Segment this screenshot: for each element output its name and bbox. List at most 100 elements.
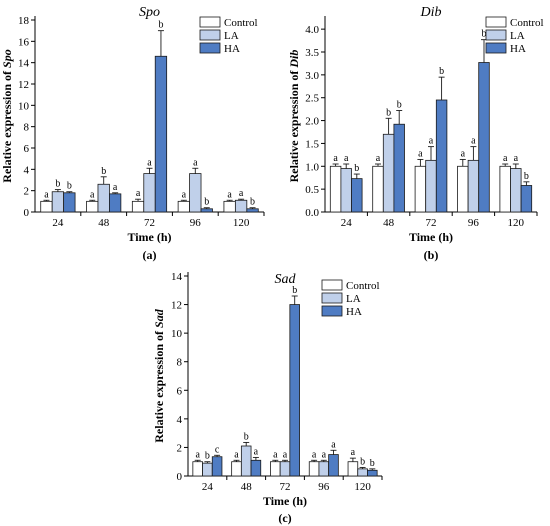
significance-label: b <box>397 100 402 111</box>
significance-label: a <box>514 153 519 164</box>
bar-control <box>329 165 342 213</box>
x-tick-label: 96 <box>190 217 202 229</box>
bar-ha <box>351 178 363 213</box>
bar-control <box>414 165 427 213</box>
significance-label: b <box>482 29 487 40</box>
significance-label: a <box>227 189 232 200</box>
bar-la <box>202 462 213 477</box>
legend-swatch-control <box>321 279 343 291</box>
y-tick-label: 2 <box>177 442 183 454</box>
y-tick-label: 6 <box>177 385 183 397</box>
x-tick-label: 96 <box>468 217 480 229</box>
significance-label: c <box>215 444 220 455</box>
x-tick-label: 72 <box>280 481 291 493</box>
bar-ha <box>246 208 259 213</box>
x-tick-label: 120 <box>233 217 250 229</box>
y-tick-label: 1.0 <box>305 161 319 173</box>
bar-la <box>279 461 291 477</box>
significance-label: b <box>439 66 444 77</box>
bar-ha <box>250 459 262 477</box>
significance-label: a <box>273 449 278 460</box>
significance-label: a <box>333 153 338 164</box>
y-tick-label: 4 <box>177 414 183 426</box>
legend-swatch-ha <box>321 305 343 317</box>
x-axis-label: Time (h) <box>409 230 453 244</box>
y-axis-label: Relative expression of Spo <box>0 49 14 182</box>
bar-control <box>457 165 469 213</box>
significance-label: a <box>136 188 141 199</box>
y-tick-label: 0.5 <box>305 184 319 196</box>
significance-label: b <box>158 20 163 31</box>
significance-label: a <box>44 189 49 200</box>
bar-control <box>192 461 203 477</box>
significance-label: b <box>250 197 255 208</box>
significance-label: a <box>90 189 95 200</box>
significance-label: b <box>55 179 60 190</box>
y-tick-label: 10 <box>18 100 30 112</box>
significance-label: a <box>147 157 152 168</box>
significance-label: a <box>182 189 187 200</box>
legend-swatch-control <box>485 16 507 28</box>
y-axis-label: Relative expression of Dib <box>287 50 301 183</box>
significance-label: a <box>234 449 239 460</box>
x-tick-label: 96 <box>318 481 330 493</box>
bar-ha <box>63 192 76 213</box>
significance-label: b <box>244 431 249 442</box>
legend-label: Control <box>346 280 380 292</box>
significance-label: b <box>360 456 365 467</box>
bar-la <box>357 468 368 477</box>
y-tick-label: 3.5 <box>305 47 319 59</box>
bar-control <box>40 200 53 213</box>
significance-label: b <box>370 458 375 469</box>
bar-la <box>143 173 156 213</box>
bar-la <box>510 168 522 213</box>
bar-ha <box>520 185 533 213</box>
y-tick-label: 12 <box>171 300 182 312</box>
significance-label: a <box>322 449 327 460</box>
bar-control <box>308 461 320 477</box>
legend-swatch-control <box>199 16 221 28</box>
legend-label: HA <box>346 306 362 318</box>
chart-title: Spo <box>139 5 160 20</box>
bar-control <box>372 165 384 213</box>
significance-label: b <box>101 166 106 177</box>
significance-label: b <box>67 181 72 192</box>
y-tick-label: 3.0 <box>305 70 319 82</box>
x-tick-label: 72 <box>426 217 437 229</box>
bar-ha <box>393 123 405 213</box>
chart-panel-b: 0.00.51.01.52.02.53.03.54.0a ab24abb48aab… <box>287 5 544 262</box>
bar-la <box>51 191 65 213</box>
y-tick-label: 10 <box>171 328 183 340</box>
bar-ha <box>289 304 300 477</box>
y-tick-label: 2.0 <box>305 116 319 128</box>
bar-ha <box>211 456 223 477</box>
chart-title: Dib <box>420 5 442 20</box>
significance-label: a <box>461 148 466 159</box>
x-tick-label: 72 <box>144 217 155 229</box>
bar-control <box>86 200 99 213</box>
x-tick-label: 48 <box>383 217 395 229</box>
significance-label: b <box>354 163 359 174</box>
x-tick-label: 48 <box>98 217 110 229</box>
bar-la <box>318 461 330 477</box>
legend-label: HA <box>510 43 526 55</box>
bar-ha <box>435 99 448 213</box>
significance-label: a <box>429 136 434 147</box>
significance-label: a <box>283 449 288 460</box>
significance-label: a <box>418 148 423 159</box>
y-tick-label: 4.0 <box>305 24 319 36</box>
y-tick-label: 8 <box>24 122 30 134</box>
x-axis-label: Time (h) <box>127 230 171 244</box>
legend-label: HA <box>224 43 240 55</box>
bar-ha <box>200 208 213 213</box>
bar-la <box>425 159 437 213</box>
bar-ha <box>367 469 378 477</box>
bar-control <box>499 165 511 213</box>
x-tick-label: 120 <box>508 217 525 229</box>
bar-ha <box>328 454 339 477</box>
x-tick-label: 24 <box>341 217 353 229</box>
y-tick-label: 4 <box>24 164 30 176</box>
significance-label: a <box>193 157 198 168</box>
